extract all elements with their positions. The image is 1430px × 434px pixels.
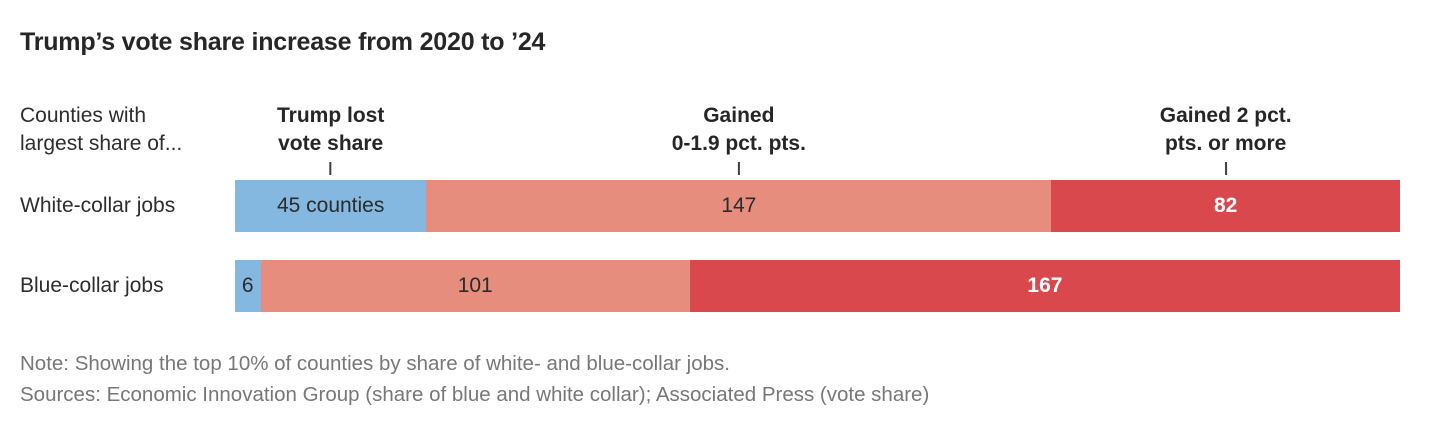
row-label-blue-collar: Blue-collar jobs	[20, 274, 164, 297]
column-header-line: 0-1.9 pct. pts.	[671, 132, 806, 155]
column-header-trump-lost: Trump lost vote share	[276, 102, 385, 175]
footnotes: Note: Showing the top 10% of counties by…	[20, 349, 929, 410]
bar-segment-gained-2plus: 167	[689, 260, 1400, 312]
header-tick	[1224, 162, 1227, 175]
row-label-white-collar: White-collar jobs	[20, 194, 176, 217]
bar-segment-lost: 45 counties	[235, 180, 427, 232]
column-header-line: Gained 2 pct.	[1159, 104, 1292, 127]
segment-value-label: 101	[457, 274, 493, 297]
column-header-line: pts. or more	[1164, 132, 1287, 155]
row-group-header-line1: Counties with	[20, 104, 147, 127]
column-header-gained-0-19: Gained 0-1.9 pct. pts.	[671, 102, 806, 175]
column-header-gained-2plus: Gained 2 pct. pts. or more	[1159, 102, 1292, 175]
column-header-line: Trump lost	[276, 104, 385, 127]
column-header-line: Gained	[703, 104, 775, 127]
chart-title: Trump’s vote share increase from 2020 to…	[20, 28, 546, 56]
bar-row-blue-collar: 6 101 167	[235, 260, 1400, 312]
bar-segment-gained-0-19: 147	[426, 180, 1052, 232]
segment-value-label: 45 counties	[276, 194, 385, 217]
row-group-header: Counties with largest share of...	[20, 102, 182, 158]
segment-value-label: 147	[721, 194, 757, 217]
segment-value-label: 167	[1027, 274, 1063, 297]
bar-row-white-collar: 45 counties 147 82	[235, 180, 1400, 232]
column-header-band: Trump lost vote share Gained 0-1.9 pct. …	[235, 102, 1400, 178]
bar-segment-gained-0-19: 101	[260, 260, 690, 312]
segment-value-label: 82	[1213, 194, 1238, 217]
bar-segment-gained-2plus: 82	[1051, 180, 1400, 232]
row-group-header-line2: largest share of...	[20, 132, 183, 155]
note-text: Note: Showing the top 10% of counties by…	[20, 352, 730, 375]
column-header-line: vote share	[278, 132, 384, 155]
segment-value-label: 6	[241, 274, 254, 297]
sources-text: Sources: Economic Innovation Group (shar…	[20, 382, 930, 406]
header-tick	[737, 162, 740, 175]
bar-segment-lost: 6	[235, 260, 261, 312]
header-tick	[329, 162, 332, 175]
